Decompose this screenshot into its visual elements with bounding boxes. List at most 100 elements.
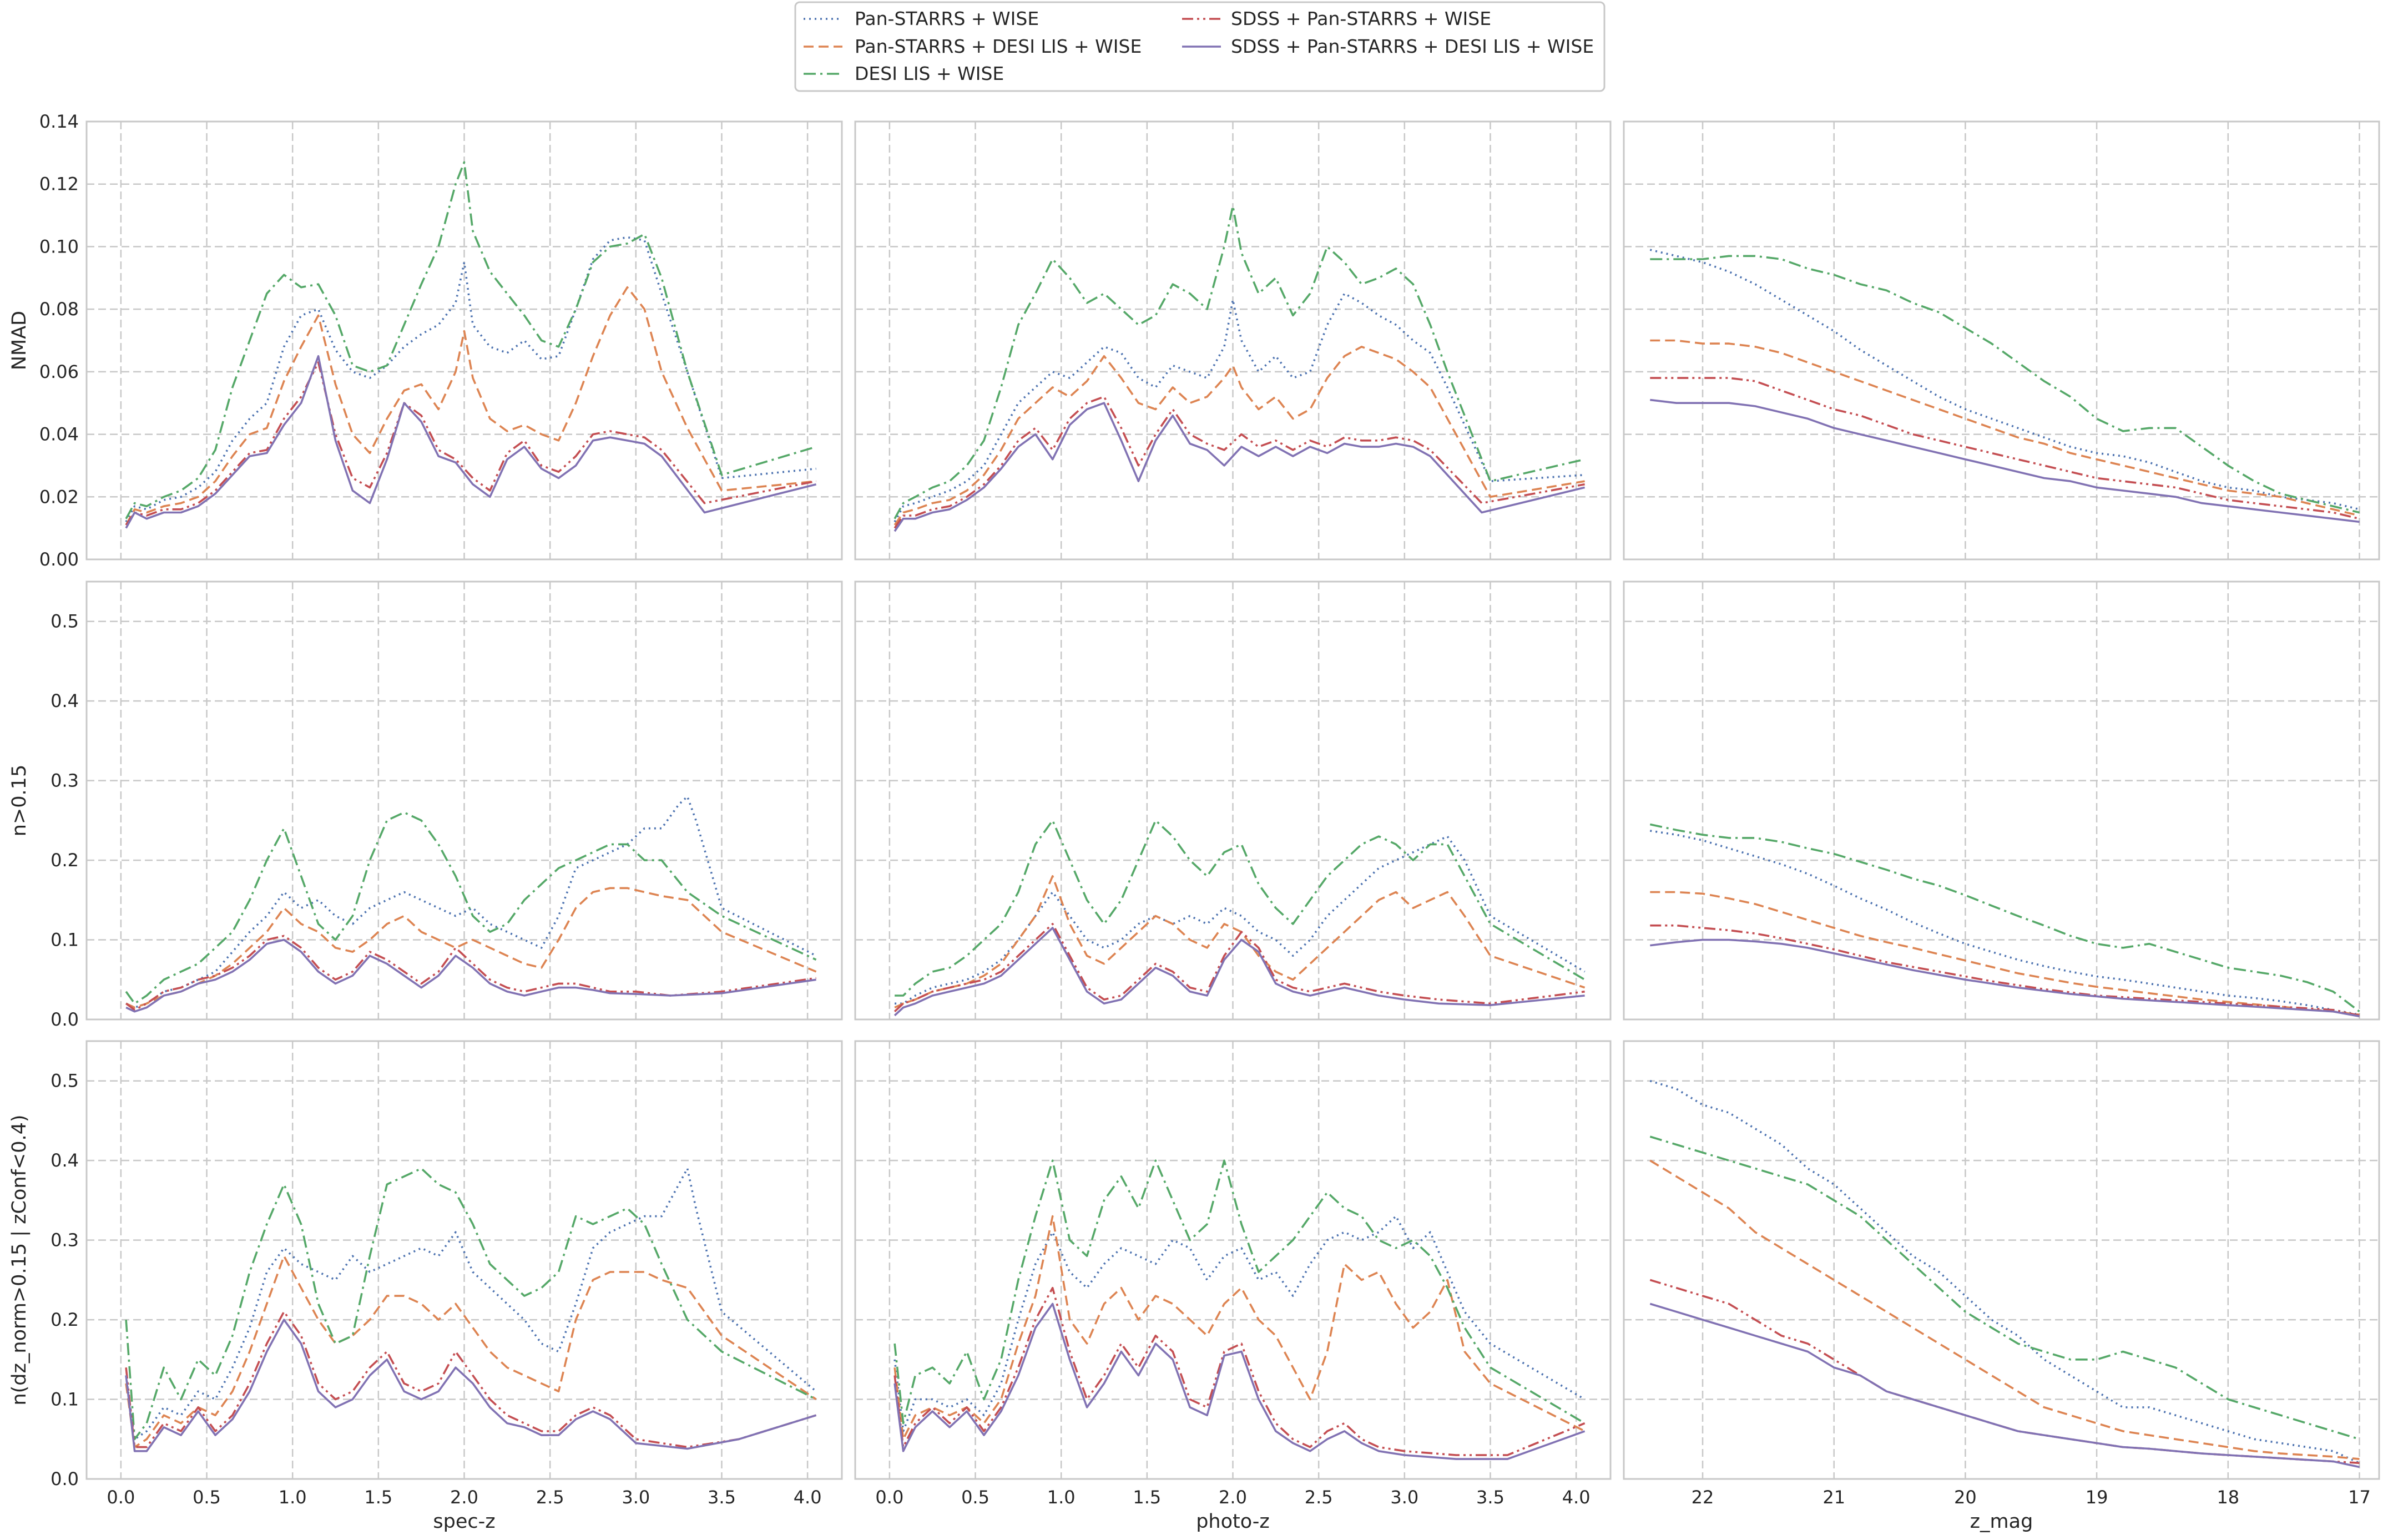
series-line-0 <box>895 835 1586 1005</box>
x-tick-label: 4.0 <box>1562 1487 1591 1508</box>
legend-entry-3: SDSS + Pan-STARRS + WISE <box>1182 8 1491 29</box>
panel-r2-c1: 0.0 0.5 1.0 1.5 2.0 2.5 3.0 3.5 4.0 <box>854 1040 1612 1508</box>
legend-entry-2: DESI LIS + WISE <box>804 63 1004 84</box>
y-tick-label: 0.3 <box>51 770 79 791</box>
legend-label: DESI LIS + WISE <box>855 63 1004 84</box>
y-tick-label: 0.0 <box>51 1009 79 1030</box>
series-line-0 <box>893 292 1585 523</box>
series-line-2 <box>125 811 817 1005</box>
y-tick-label: 0.2 <box>51 1309 79 1330</box>
series-line-2 <box>125 1167 817 1441</box>
y-tick-label: 0.0 <box>51 1468 79 1489</box>
y-tick-label: 0.10 <box>39 236 79 257</box>
series-line-2 <box>125 161 817 519</box>
legend-entry-0: Pan-STARRS + WISE <box>804 8 1039 29</box>
series-line-4 <box>125 1319 817 1452</box>
y-tick-label: 0.4 <box>51 1150 79 1171</box>
x-tick-label: 3.5 <box>708 1487 736 1508</box>
x-tick-label: 21 <box>1822 1487 1845 1508</box>
x-axis-label: z_mag <box>1970 1511 2033 1533</box>
x-tick-label: 19 <box>2086 1487 2108 1508</box>
panel-r2-c0: 0.0 0.1 0.2 0.3 0.4 0.5 0.0 0.5 1.0 1.5 2.0 2.5 3.0 3… <box>51 1040 843 1508</box>
y-axis-label: NMAD <box>8 311 31 370</box>
x-tick-label: 3.0 <box>622 1487 650 1508</box>
series-line-0 <box>125 236 816 523</box>
x-tick-label: 1.0 <box>1047 1487 1076 1508</box>
x-tick-label: 0.5 <box>961 1487 989 1508</box>
series-line-2 <box>895 819 1586 997</box>
legend-entry-1: Pan-STARRS + DESI LIS + WISE <box>804 36 1142 57</box>
series-line-0 <box>125 1167 817 1441</box>
series-line-0 <box>1649 249 2360 511</box>
x-tick-label: 0.0 <box>875 1487 903 1508</box>
panel-r0-c1 <box>854 120 1612 561</box>
series-line-3 <box>125 935 816 1011</box>
series-line-3 <box>893 923 1585 1013</box>
series-line-4 <box>1650 398 2360 523</box>
series-line-3 <box>893 1286 1586 1456</box>
panel-frame <box>1623 120 2380 561</box>
x-axis-labels: spec-z photo-z z_mag <box>433 1511 2033 1533</box>
series-line-4 <box>893 927 1585 1017</box>
x-tick-label: 2.0 <box>1219 1487 1247 1508</box>
series-line-1 <box>125 286 816 526</box>
x-tick-label: 2.5 <box>536 1487 564 1508</box>
series-line-1 <box>893 1215 1586 1441</box>
series-line-3 <box>125 1310 817 1448</box>
series-line-3 <box>1650 377 2360 520</box>
x-tick-label: 1.0 <box>279 1487 307 1508</box>
panel-r0-c0: 0.00 0.02 0.04 0.06 0.08 0.10 0.12 0.14 <box>39 111 843 570</box>
series-line-1 <box>894 875 1586 1009</box>
y-tick-label: 0.14 <box>39 111 79 132</box>
x-tick-label: 22 <box>1692 1487 1714 1508</box>
x-tick-label: 1.5 <box>364 1487 392 1508</box>
series-line-1 <box>125 887 817 1009</box>
x-axis-label: photo-z <box>1196 1511 1270 1533</box>
y-tick-label: 0.4 <box>51 690 79 711</box>
y-tick-label: 0.04 <box>39 424 79 445</box>
panel-frame <box>1623 1040 2380 1480</box>
panel-r2-c2: 22 21 20 19 18 17 <box>1623 1040 2380 1508</box>
series-line-1 <box>125 1255 817 1448</box>
x-tick-label: 0.5 <box>193 1487 221 1508</box>
y-tick-label: 0.2 <box>51 850 79 871</box>
x-tick-label: 3.5 <box>1476 1487 1505 1508</box>
legend-entry-4: SDSS + Pan-STARRS + DESI LIS + WISE <box>1182 36 1594 57</box>
y-tick-label: 0.5 <box>51 1071 79 1092</box>
y-tick-label: 0.3 <box>51 1230 79 1251</box>
x-tick-label: 2.0 <box>450 1487 478 1508</box>
panel-r0-c2 <box>1623 120 2380 561</box>
series-line-4 <box>893 1302 1586 1460</box>
series-line-1 <box>1649 1159 2360 1460</box>
y-axis-label: n>0.15 <box>8 765 31 836</box>
y-axis-labels: NMAD n>0.15 n(dz_norm>0.15 | zConf<0.4) <box>8 311 31 1406</box>
x-tick-label: 20 <box>1954 1487 1977 1508</box>
y-tick-label: 0.02 <box>39 486 79 507</box>
panel-frame <box>1623 580 2380 1021</box>
x-tick-label: 1.5 <box>1133 1487 1161 1508</box>
x-tick-label: 18 <box>2217 1487 2239 1508</box>
series-line-1 <box>1650 891 2360 1016</box>
series-line-0 <box>125 795 817 1009</box>
series-line-2 <box>893 1159 1586 1425</box>
series-line-4 <box>1650 938 2360 1018</box>
series-line-4 <box>893 402 1586 532</box>
x-tick-label: 17 <box>2348 1487 2371 1508</box>
y-tick-label: 0.06 <box>39 361 79 382</box>
series-line-2 <box>1649 823 2360 1013</box>
series-line-0 <box>1650 830 2360 1016</box>
series-line-4 <box>1649 1302 2360 1468</box>
legend-label: SDSS + Pan-STARRS + DESI LIS + WISE <box>1231 36 1594 57</box>
x-tick-label: 3.0 <box>1390 1487 1418 1508</box>
legend-label: Pan-STARRS + WISE <box>855 8 1039 29</box>
series-line-2 <box>1650 255 2360 514</box>
y-tick-label: 0.00 <box>39 549 79 570</box>
series-line-1 <box>1650 339 2360 517</box>
series-line-0 <box>893 1215 1586 1432</box>
x-tick-label: 0.0 <box>107 1487 135 1508</box>
y-tick-label: 0.08 <box>39 299 79 320</box>
y-tick-label: 0.5 <box>51 611 79 632</box>
legend: Pan-STARRS + WISE Pan-STARRS + DESI LIS … <box>794 1 1606 92</box>
y-axis-label: n(dz_norm>0.15 | zConf<0.4) <box>8 1114 31 1405</box>
